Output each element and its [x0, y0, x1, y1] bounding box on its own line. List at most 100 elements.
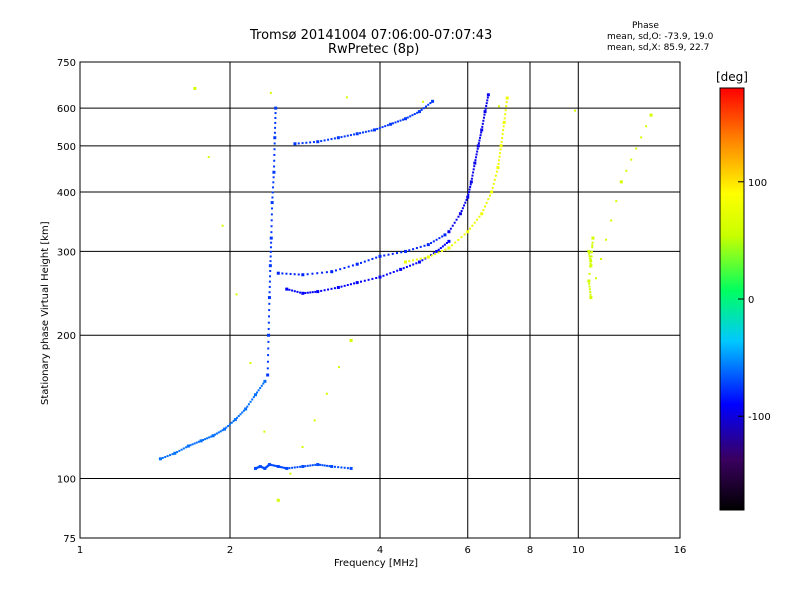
- data-point: [337, 466, 340, 469]
- data-point: [589, 291, 592, 294]
- data-point: [346, 284, 349, 287]
- data-point: [262, 382, 265, 385]
- data-point: [500, 140, 503, 143]
- data-point: [345, 96, 348, 99]
- data-point: [483, 113, 486, 116]
- data-point: [458, 212, 462, 216]
- data-point: [502, 125, 505, 128]
- data-point: [396, 269, 399, 272]
- data-point: [333, 465, 336, 468]
- data-point: [588, 285, 591, 288]
- data-point: [309, 464, 312, 467]
- data-point: [408, 249, 411, 252]
- data-point: [278, 465, 281, 468]
- data-point: [399, 267, 403, 271]
- data-point: [588, 288, 591, 291]
- data-point: [281, 466, 284, 469]
- data-point: [316, 290, 320, 294]
- data-point: [304, 465, 307, 468]
- data-point: [426, 243, 430, 247]
- data-point: [373, 128, 377, 132]
- series-f2-x-mode-trace: [403, 96, 509, 264]
- data-point: [297, 142, 300, 145]
- data-point: [421, 100, 424, 103]
- data-point: [600, 257, 603, 260]
- data-point: [441, 250, 444, 253]
- data-point: [491, 186, 494, 189]
- data-point: [437, 248, 440, 251]
- data-point: [228, 423, 231, 426]
- data-point: [274, 121, 277, 124]
- colorbar-ticks: 100 0 -100: [738, 178, 771, 423]
- data-point: [474, 156, 477, 159]
- data-point: [485, 201, 488, 204]
- data-point: [591, 241, 594, 244]
- data-point: [301, 446, 304, 449]
- data-point: [340, 466, 343, 469]
- data-point: [230, 421, 233, 424]
- data-point: [326, 464, 329, 467]
- data-point: [233, 418, 237, 422]
- data-point: [260, 384, 263, 387]
- data-point: [395, 252, 398, 255]
- data-point: [435, 249, 439, 253]
- data-point: [269, 250, 272, 253]
- data-point: [451, 224, 454, 227]
- data-point: [477, 142, 480, 145]
- data-point: [339, 268, 342, 271]
- data-point: [320, 140, 323, 143]
- data-point: [498, 155, 501, 158]
- data-point: [263, 430, 266, 433]
- data-point: [502, 120, 506, 124]
- data-point: [269, 275, 272, 278]
- data-point: [480, 131, 483, 134]
- data-point: [610, 219, 613, 222]
- data-point: [296, 290, 299, 293]
- data-point: [195, 441, 198, 444]
- data-point: [467, 191, 470, 194]
- data-point: [169, 454, 172, 457]
- series-low-frequency-slope: [158, 379, 267, 461]
- data-point: [351, 264, 354, 267]
- data-point: [289, 472, 292, 475]
- data-point: [276, 464, 280, 468]
- data-point: [403, 260, 407, 264]
- phase-stats-heading: Phase: [632, 21, 659, 31]
- data-point: [425, 105, 428, 108]
- data-point: [394, 121, 397, 124]
- x-tick-label: 1: [77, 545, 83, 556]
- data-point: [447, 246, 451, 250]
- data-point: [336, 285, 340, 289]
- data-point: [412, 263, 415, 266]
- data-point: [408, 260, 411, 263]
- data-point: [330, 270, 334, 274]
- data-point: [460, 236, 463, 239]
- data-point: [594, 277, 597, 280]
- data-point: [451, 244, 454, 247]
- data-point: [269, 463, 272, 466]
- data-point: [202, 438, 205, 441]
- data-point: [171, 453, 174, 456]
- data-point: [274, 116, 277, 119]
- data-point: [330, 138, 333, 141]
- data-point: [225, 426, 228, 429]
- data-point: [349, 134, 352, 137]
- data-point: [469, 227, 472, 230]
- data-point: [423, 244, 426, 247]
- data-point: [409, 115, 412, 118]
- data-point: [505, 101, 508, 104]
- data-point: [276, 498, 280, 502]
- scatter-points: [158, 86, 653, 502]
- data-point: [403, 249, 407, 253]
- data-point: [447, 239, 451, 243]
- data-point: [415, 258, 418, 261]
- data-point: [402, 118, 405, 121]
- data-point: [281, 272, 284, 275]
- data-point: [430, 242, 433, 245]
- data-point: [443, 233, 447, 237]
- data-point: [441, 245, 444, 248]
- data-point: [252, 396, 255, 399]
- data-point: [207, 156, 210, 159]
- data-point: [161, 456, 164, 459]
- series-e-layer-trace: [253, 463, 353, 470]
